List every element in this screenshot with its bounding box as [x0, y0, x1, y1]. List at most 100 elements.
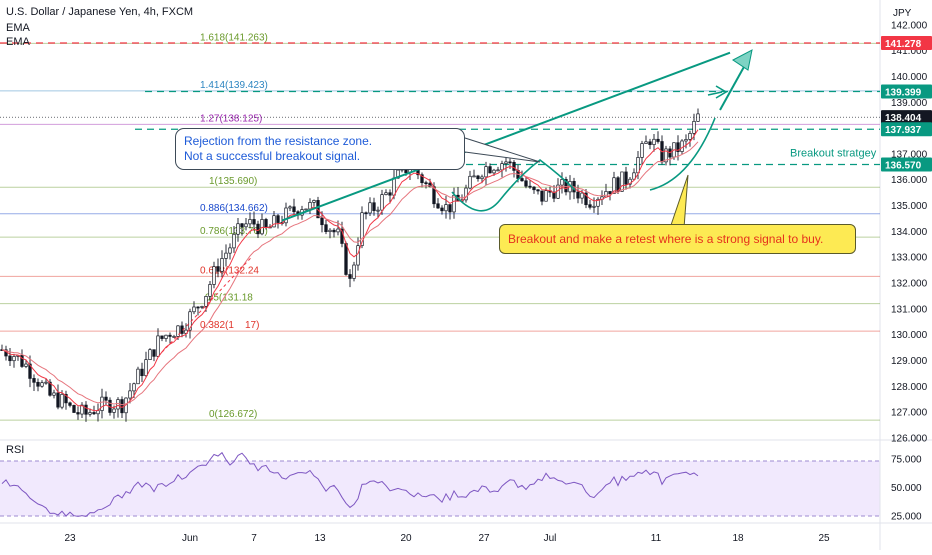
fib-level-label: 1.618(141.263): [200, 32, 268, 43]
candle-body: [504, 161, 508, 164]
candle-body: [164, 334, 168, 339]
buy-signal-text: Breakout and make a retest where is a st…: [508, 232, 824, 246]
candle-body: [692, 121, 696, 134]
rejection-line-1: Rejection from the resistance zone.: [184, 134, 373, 148]
candle-body: [172, 336, 176, 338]
candle-body: [436, 203, 440, 209]
candle-body: [380, 194, 384, 211]
price-tick-label: 139.000: [891, 98, 928, 109]
breakout-strategy-label: Breakout stratgey: [790, 148, 877, 160]
candle-body: [64, 393, 68, 404]
price-tick-label: 131.000: [891, 304, 928, 315]
fib-level-label: 1.27(138.125): [200, 113, 262, 124]
ema-legend-1: EMA: [6, 22, 30, 34]
candle-body: [128, 390, 132, 399]
candle-body: [252, 219, 256, 225]
candle-body: [132, 383, 136, 392]
price-badge-label: 141.278: [885, 39, 922, 50]
candle-body: [620, 171, 624, 192]
time-tick-label: 20: [400, 533, 412, 544]
time-tick-label: Jul: [544, 533, 557, 544]
candle-body: [84, 404, 88, 415]
candle-body: [272, 215, 276, 228]
candle-body: [28, 363, 32, 379]
price-badge-label: 139.399: [885, 87, 922, 98]
breakout-arrow-head: [715, 85, 728, 99]
time-tick-label: 23: [64, 533, 76, 544]
candle-body: [480, 176, 484, 180]
price-badge: [881, 35, 932, 50]
candle-body: [392, 177, 396, 196]
rejection-callout[interactable]: Rejection from the resistance zone. Not …: [175, 128, 465, 170]
price-tick-label: 136.000: [891, 175, 928, 186]
candle-body: [384, 192, 388, 195]
candle-body: [688, 133, 692, 140]
price-tick-label: 128.000: [891, 382, 928, 393]
candle-body: [76, 412, 80, 415]
axis-currency: JPY: [893, 8, 912, 19]
candle-body: [140, 368, 144, 377]
candle-body: [476, 175, 480, 180]
base-arc: [451, 158, 576, 212]
candle-body: [664, 148, 668, 163]
candle-body: [520, 178, 524, 182]
rejection-pointer: [464, 137, 541, 163]
breakout-arrow-shaft: [707, 91, 723, 96]
candle-body: [544, 190, 548, 202]
price-badge: [881, 110, 932, 125]
candle-body: [224, 252, 228, 259]
price-tick-label: 132.000: [891, 279, 928, 290]
candle-body: [508, 161, 512, 164]
candle-body: [428, 182, 432, 188]
price-badge-label: 136.570: [885, 161, 922, 172]
candle-body: [48, 381, 52, 396]
trendline: [281, 51, 731, 222]
candle-body: [260, 219, 264, 235]
candle-body: [60, 393, 64, 408]
time-tick-label: 11: [651, 533, 662, 544]
candle-body: [156, 335, 160, 357]
candle-body: [680, 140, 684, 152]
fib-level-label: 0.886(134.662): [200, 203, 268, 214]
rsi-line: [1, 451, 699, 517]
candle-body: [560, 179, 564, 186]
candle-body: [604, 191, 608, 198]
candle-body: [256, 223, 260, 235]
buy-pointer: [669, 174, 689, 229]
retest-arc: [649, 117, 716, 191]
time-tick-label: 25: [818, 533, 830, 544]
fib-anchor-line: [161, 256, 253, 353]
candle-body: [144, 359, 148, 377]
candle-body: [328, 229, 332, 232]
candle-body: [312, 200, 316, 203]
rejection-line-2: Not a successful breakout signal.: [184, 149, 361, 163]
candle-body: [540, 190, 544, 202]
candle-body: [12, 356, 16, 362]
buy-signal-callout[interactable]: Breakout and make a retest where is a st…: [499, 224, 856, 254]
candle-body: [488, 166, 492, 174]
candle-body: [112, 408, 116, 413]
candle-body: [356, 245, 360, 266]
candle-body: [284, 207, 288, 224]
rsi-tick-label: 50.000: [891, 483, 922, 494]
price-badge: [881, 157, 932, 172]
rsi-tick-label: 75.000: [891, 454, 922, 465]
candle-body: [608, 191, 612, 194]
candle-body: [464, 187, 468, 201]
candle-body: [468, 175, 472, 189]
candle-body: [264, 219, 268, 229]
ema-slow-line: [1, 141, 699, 406]
candle-body: [352, 264, 356, 279]
candle-body: [420, 174, 424, 184]
candle-body: [152, 349, 156, 357]
candle-body: [676, 142, 680, 152]
candle-body: [536, 189, 540, 192]
candle-body: [624, 171, 628, 185]
price-tick-label: 142.000: [891, 20, 928, 31]
candle-body: [376, 209, 380, 212]
candle-body: [500, 163, 504, 171]
candle-body: [348, 274, 352, 279]
candle-body: [20, 355, 24, 367]
